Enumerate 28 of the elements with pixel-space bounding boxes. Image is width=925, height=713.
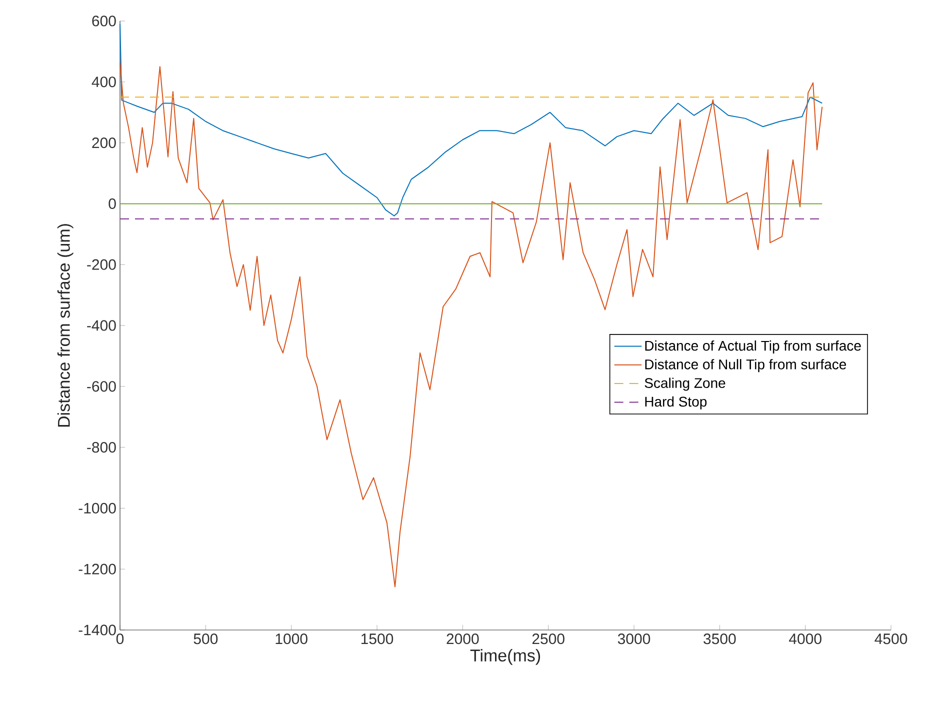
x-tick-label: 3500	[704, 634, 736, 644]
y-tick-label: 0	[108, 198, 116, 209]
legend-label: Scaling Zone	[644, 378, 726, 391]
x-tick-label: 500	[194, 634, 218, 644]
x-axis-title: Time(ms)	[470, 649, 540, 665]
legend-label: Hard Stop	[645, 396, 707, 410]
y-axis-title: Distance from surface (um)	[57, 224, 74, 427]
y-tick-label: 200	[92, 137, 116, 148]
x-tick-label: 1000	[276, 634, 308, 644]
x-tick-label: 4000	[789, 634, 822, 644]
y-tick-label: -1200	[78, 564, 116, 574]
x-tick-label: 0	[116, 634, 124, 644]
x-tick-label: 3000	[618, 634, 650, 644]
legend-label: Distance of Actual Tip from surface	[645, 340, 861, 354]
y-tick-label: -600	[87, 381, 116, 392]
x-tick-label: 2000	[446, 634, 479, 644]
y-tick-label: -1000	[78, 502, 116, 514]
x-tick-label: 1500	[361, 634, 394, 644]
y-tick-label: 600	[92, 16, 116, 26]
x-tick-label: 2500	[532, 634, 564, 644]
y-tick-label: -1400	[78, 624, 116, 636]
y-tick-label: 400	[92, 76, 116, 88]
y-tick-label: -200	[87, 259, 116, 270]
x-tick-label: 4500	[874, 634, 908, 644]
y-tick-label: -800	[87, 442, 116, 453]
legend-label: Distance of Null Tip from surface	[645, 359, 846, 372]
line-series	[120, 24, 823, 216]
y-tick-label: -400	[87, 320, 116, 331]
